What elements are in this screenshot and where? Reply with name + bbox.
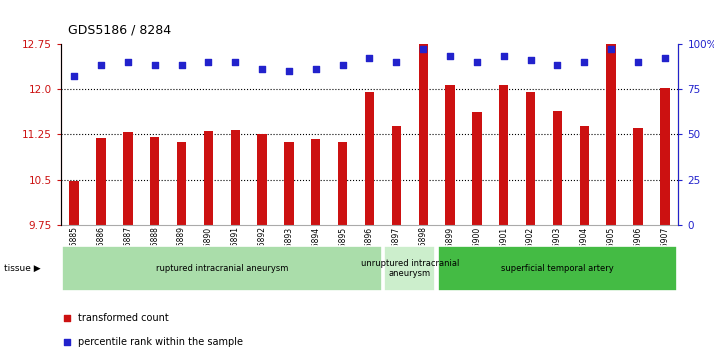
Point	[229, 59, 241, 65]
Bar	[69, 181, 79, 225]
Point	[363, 55, 375, 61]
Point	[578, 59, 590, 65]
Bar	[96, 138, 106, 225]
Point	[659, 55, 670, 61]
FancyBboxPatch shape	[384, 246, 436, 291]
Bar	[150, 137, 159, 225]
Bar	[418, 44, 428, 225]
Bar	[633, 128, 643, 225]
Point	[61, 315, 72, 321]
Point	[149, 62, 161, 68]
Point	[69, 73, 80, 79]
Bar	[203, 131, 213, 225]
Bar	[392, 126, 401, 225]
Point	[418, 46, 429, 52]
Text: transformed count: transformed count	[79, 313, 169, 323]
Bar	[499, 85, 508, 225]
Bar	[553, 111, 562, 225]
Point	[337, 62, 348, 68]
Text: tissue ▶: tissue ▶	[4, 264, 40, 273]
Bar	[606, 44, 616, 225]
Point	[203, 59, 214, 65]
Point	[605, 46, 617, 52]
Point	[283, 68, 295, 74]
Text: GDS5186 / 8284: GDS5186 / 8284	[68, 23, 171, 36]
Point	[633, 59, 644, 65]
Bar	[472, 112, 482, 225]
Text: unruptured intracranial
aneurysm: unruptured intracranial aneurysm	[361, 259, 459, 278]
Bar	[231, 130, 240, 225]
Point	[498, 53, 510, 59]
Point	[176, 62, 187, 68]
Point	[391, 59, 402, 65]
Point	[552, 62, 563, 68]
Bar	[257, 134, 267, 225]
Text: ruptured intracranial aneurysm: ruptured intracranial aneurysm	[156, 264, 288, 273]
FancyBboxPatch shape	[438, 246, 677, 291]
Point	[95, 62, 106, 68]
Point	[310, 66, 321, 72]
Bar	[580, 126, 589, 225]
Point	[122, 59, 134, 65]
Bar	[338, 142, 347, 225]
Bar	[365, 92, 374, 225]
Bar	[123, 132, 133, 225]
Bar	[284, 142, 293, 225]
Text: superficial temporal artery: superficial temporal artery	[501, 264, 614, 273]
Point	[525, 57, 536, 63]
FancyBboxPatch shape	[62, 246, 381, 291]
Text: percentile rank within the sample: percentile rank within the sample	[79, 337, 243, 347]
Point	[61, 339, 72, 345]
Bar	[446, 85, 455, 225]
Point	[444, 53, 456, 59]
Bar	[660, 88, 670, 225]
Point	[256, 66, 268, 72]
Bar	[177, 142, 186, 225]
Bar	[526, 92, 536, 225]
Bar	[311, 139, 321, 225]
Point	[471, 59, 483, 65]
